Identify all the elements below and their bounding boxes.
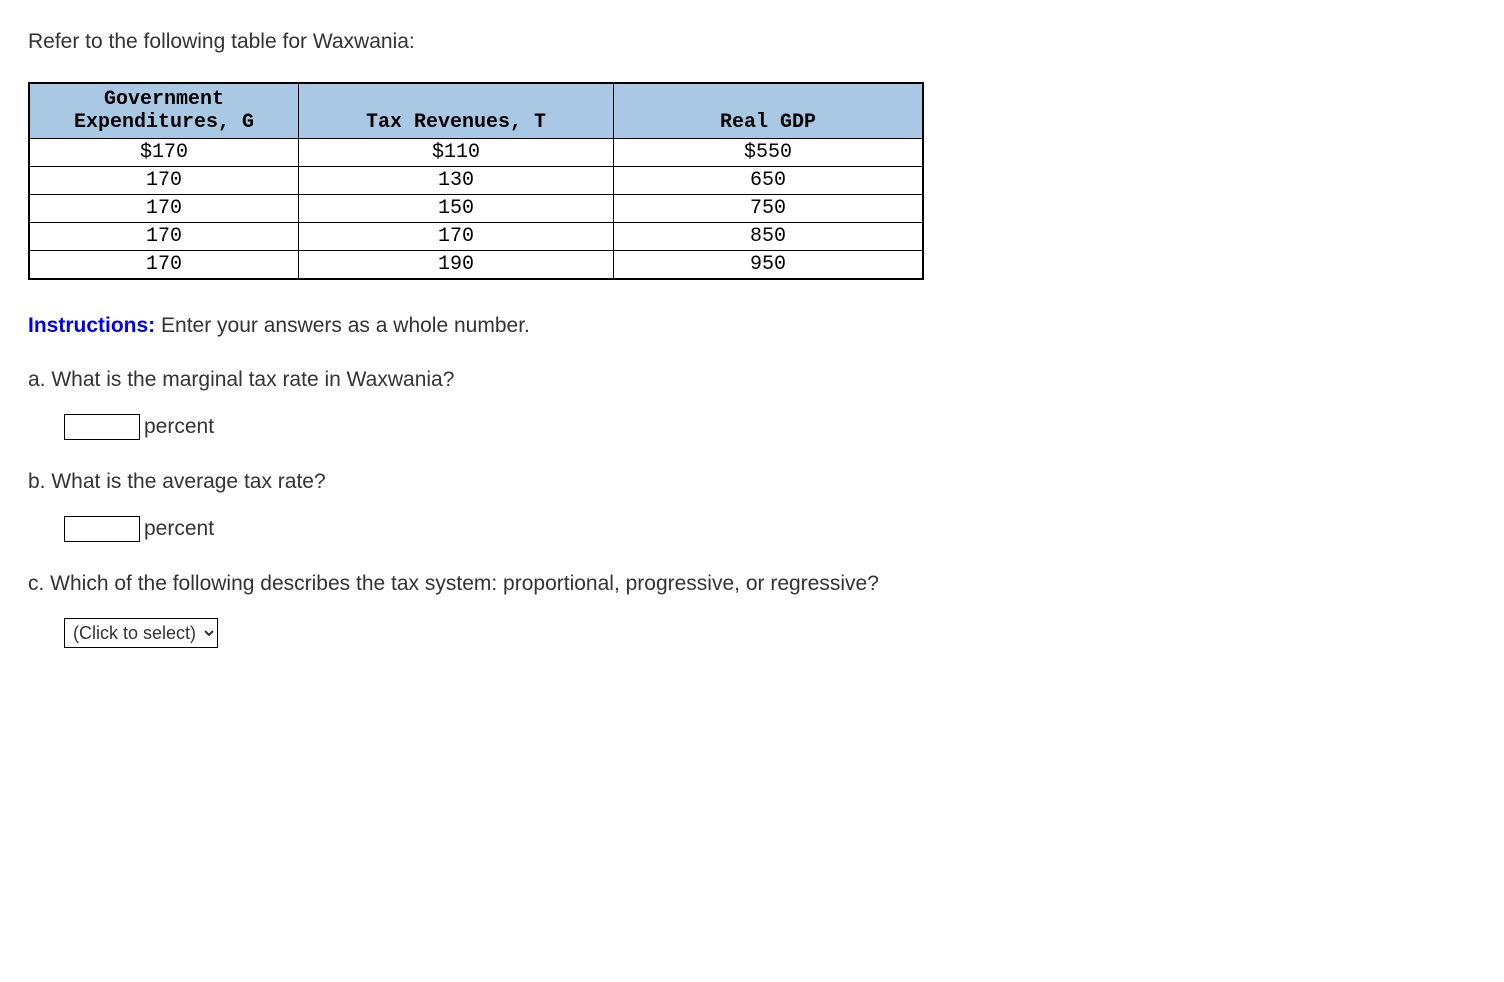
cell: 170 [299,223,614,251]
answer-row-a: percent [64,414,1476,440]
cell: 170 [29,167,299,195]
cell: 750 [614,195,924,223]
table-row: 170 150 750 [29,195,923,223]
marginal-tax-rate-input[interactable] [64,414,140,440]
table-row: 170 190 950 [29,251,923,280]
table-row: 170 130 650 [29,167,923,195]
instructions-line: Instructions: Enter your answers as a wh… [28,314,1476,338]
unit-label: percent [144,415,214,439]
cell: $550 [614,139,924,167]
cell: 130 [299,167,614,195]
col-header-g: Government Expenditures, G [29,83,299,139]
answer-row-c: (Click to select) proportional progressi… [64,618,1476,648]
cell: 170 [29,251,299,280]
unit-label: percent [144,517,214,541]
answer-row-b: percent [64,516,1476,542]
col-header-t: Tax Revenues, T [299,83,614,139]
cell: 150 [299,195,614,223]
cell: $110 [299,139,614,167]
question-a: a. What is the marginal tax rate in Waxw… [28,368,1476,392]
table-row: $170 $110 $550 [29,139,923,167]
tax-system-select[interactable]: (Click to select) proportional progressi… [64,618,218,648]
instructions-text: Enter your answers as a whole number. [155,314,530,337]
cell: 950 [614,251,924,280]
col-header-gdp: Real GDP [614,83,924,139]
cell: 190 [299,251,614,280]
cell: 170 [29,195,299,223]
cell: 850 [614,223,924,251]
question-c: c. Which of the following describes the … [28,572,1476,596]
instructions-label: Instructions: [28,314,155,337]
table-row: 170 170 850 [29,223,923,251]
question-b: b. What is the average tax rate? [28,470,1476,494]
cell: $170 [29,139,299,167]
cell: 650 [614,167,924,195]
intro-text: Refer to the following table for Waxwani… [28,30,1476,54]
cell: 170 [29,223,299,251]
waxwania-table: Government Expenditures, G Tax Revenues,… [28,82,924,280]
average-tax-rate-input[interactable] [64,516,140,542]
